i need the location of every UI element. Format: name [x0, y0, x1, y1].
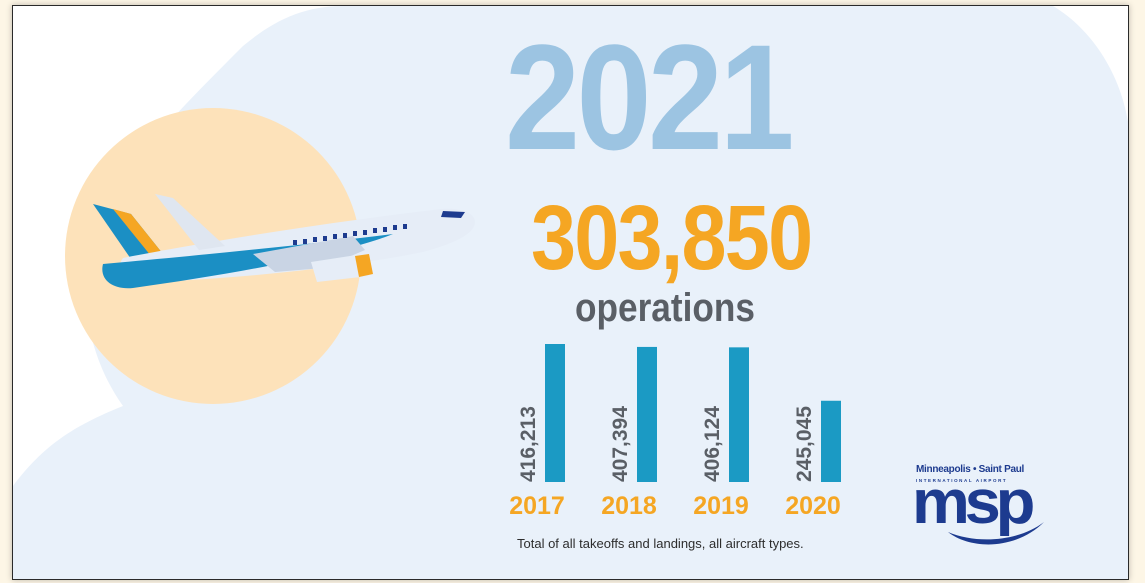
value-label-2019: 406,124 — [701, 406, 724, 482]
category-label-2018: 2018 — [601, 492, 657, 520]
logo-sub-text: INTERNATIONAL AIRPORT — [916, 478, 1008, 483]
wing — [253, 236, 365, 272]
stabilizer — [155, 194, 225, 250]
category-label-2017: 2017 — [509, 492, 565, 520]
msp-logo: Minneapolis • Saint Paul INTERNATIONAL A… — [906, 458, 1046, 553]
footnote: Total of all takeoffs and landings, all … — [517, 536, 804, 551]
bar-2020 — [821, 400, 841, 482]
category-label-2020: 2020 — [785, 492, 841, 520]
operations-bar-chart: 416,213 2017 407,394 2018 406,124 2019 245,045… — [509, 344, 841, 520]
bar-2019 — [729, 347, 749, 482]
value-label-2018: 407,394 — [609, 406, 632, 482]
value-label-2020: 245,045 — [793, 406, 816, 482]
headline-total: 303,850 — [531, 187, 813, 289]
logo-swoosh-icon — [948, 522, 1044, 545]
bar-2018 — [637, 346, 657, 482]
engine — [311, 254, 369, 282]
bar-2017 — [545, 344, 565, 482]
headline-total-label: operations — [575, 286, 755, 330]
cockpit-window — [441, 211, 465, 218]
windows-row — [293, 224, 407, 245]
value-label-2017: 416,213 — [517, 406, 540, 482]
category-label-2019: 2019 — [693, 492, 749, 520]
airplane-illustration — [65, 108, 476, 404]
logo-top-text: Minneapolis • Saint Paul — [916, 464, 1024, 475]
logo-main-text: msp — [912, 468, 1035, 537]
infographic-card: 2021 303,850 operations 416,213 2017 407,3… — [12, 5, 1129, 580]
headline-year: 2021 — [505, 13, 795, 181]
